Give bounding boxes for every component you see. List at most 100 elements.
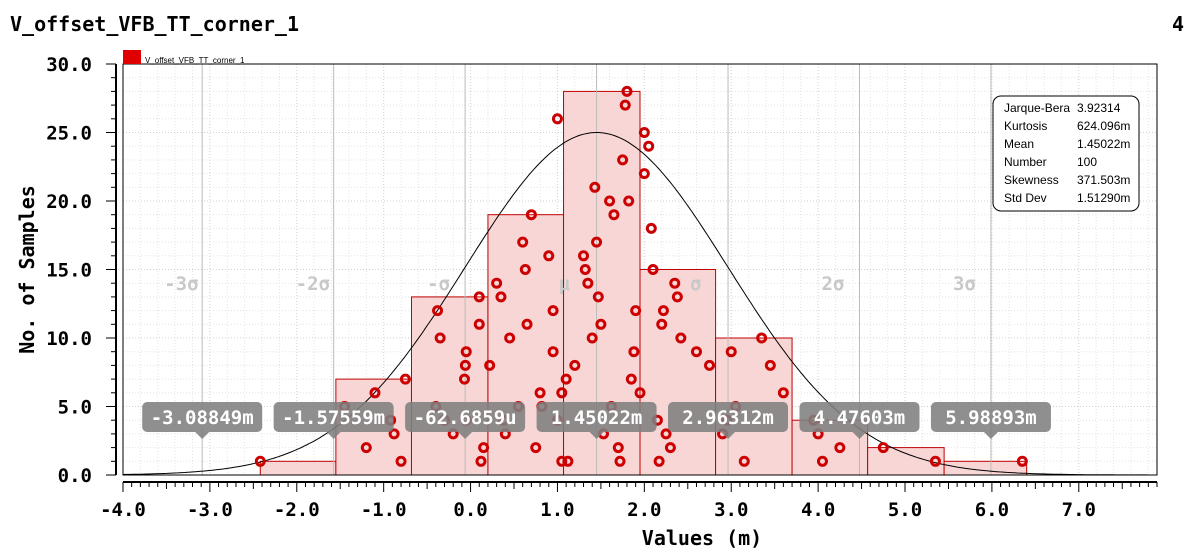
data-point: [623, 195, 635, 207]
normal-distribution-curve: [122, 132, 1157, 476]
data-point: [638, 127, 650, 138]
data-point: [399, 373, 411, 385]
x-tick-label: -1.0: [361, 499, 407, 521]
data-point: [634, 387, 646, 399]
marker-label: 2.96312m: [682, 407, 774, 429]
data-point: [534, 387, 546, 399]
data-point: [586, 332, 598, 344]
x-tick-label: 2.0: [627, 499, 661, 521]
marker-box: [930, 402, 1051, 439]
stats-name: Kurtosis: [1004, 119, 1047, 133]
histogram-bar: [259, 460, 337, 476]
data-point: [621, 85, 633, 97]
data-point: [395, 455, 407, 467]
marker-label: -1.57559m: [282, 407, 385, 429]
sigma-label: σ: [690, 273, 701, 295]
data-point: [432, 305, 444, 317]
data-point: [657, 305, 669, 317]
stats-value: 1.51290m: [1077, 191, 1130, 205]
data-point: [473, 318, 485, 330]
data-point: [653, 455, 665, 467]
data-point: [475, 455, 487, 467]
sigma-value-marker[interactable]: 1.45022m: [536, 402, 657, 439]
data-point: [612, 442, 624, 454]
sigma-value-marker[interactable]: -1.57559m: [273, 402, 394, 439]
data-point: [478, 442, 490, 454]
x-tick-label: 4.0: [801, 499, 835, 521]
legend-swatch: [123, 50, 141, 64]
data-point: [460, 346, 472, 358]
page-title: V_offset_VFB_TT_corner_1: [10, 12, 299, 36]
data-point: [756, 332, 768, 344]
stats-value: 3.92314: [1077, 101, 1121, 115]
x-tick-label: 3.0: [714, 499, 748, 521]
data-point: [519, 264, 531, 275]
data-point: [459, 359, 471, 371]
data-point: [592, 291, 604, 303]
data-point: [638, 168, 650, 180]
data-point: [619, 99, 631, 111]
sigma-value-marker[interactable]: 5.98893m: [930, 402, 1051, 439]
sigma-value-marker[interactable]: 4.47603m: [799, 402, 920, 439]
sigma-value-marker[interactable]: -3.08849m: [142, 402, 263, 439]
data-point: [604, 195, 616, 207]
x-tick-label: -3.0: [187, 499, 233, 521]
stats-name: Mean: [1004, 137, 1034, 151]
marker-label: 5.98893m: [945, 407, 1037, 429]
data-point: [547, 305, 559, 317]
data-point: [704, 359, 716, 371]
data-point: [551, 113, 563, 125]
stats-name: Jarque-Bera: [1004, 101, 1070, 115]
data-point: [816, 455, 828, 467]
y-tick-label: 0.0: [58, 465, 92, 487]
data-point: [562, 455, 574, 467]
stats-value: 100: [1077, 155, 1097, 169]
sigma-value-marker[interactable]: 2.96312m: [668, 402, 789, 439]
sigma-label: 3σ: [953, 273, 976, 295]
marker-label: -62.6859u: [414, 407, 517, 429]
data-point: [738, 455, 750, 467]
histogram-bar: [639, 269, 717, 476]
data-point: [458, 373, 470, 385]
y-tick-label: 15.0: [46, 260, 92, 282]
data-point: [660, 428, 672, 440]
data-point: [664, 442, 676, 454]
marker-box: [668, 402, 789, 439]
data-point: [725, 346, 737, 358]
stats-box: [992, 95, 1140, 212]
data-point: [834, 442, 846, 454]
data-point: [690, 346, 702, 358]
y-tick-label: 10.0: [46, 328, 92, 350]
data-point: [484, 359, 496, 371]
data-point: [608, 209, 620, 221]
data-point: [625, 373, 637, 385]
marker-label: 4.47603m: [814, 407, 906, 429]
data-point: [495, 291, 507, 303]
data-point: [591, 236, 603, 248]
sigma-label: -σ: [427, 273, 450, 295]
y-tick-label: 5.0: [58, 397, 92, 419]
data-point: [556, 455, 568, 467]
legend-label: V_offset_VFB_TT_corner_1: [145, 56, 245, 65]
marker-label: 1.45022m: [551, 407, 643, 429]
x-axis-title: Values (m): [642, 526, 762, 550]
plot-frame: [122, 63, 1158, 476]
marker-box: [536, 402, 657, 439]
data-point: [473, 291, 485, 303]
data-point: [521, 318, 533, 330]
sigma-value-marker[interactable]: -62.6859u: [405, 402, 526, 439]
data-point: [589, 181, 601, 193]
data-point: [525, 209, 537, 221]
data-point: [764, 359, 776, 371]
data-point: [630, 305, 642, 317]
data-point: [595, 318, 607, 330]
x-tick-label: 6.0: [975, 499, 1009, 521]
data-point: [388, 428, 400, 440]
y-tick-label: 20.0: [46, 191, 92, 213]
stats-name: Std Dev: [1004, 191, 1047, 205]
sigma-label: μ: [559, 273, 571, 295]
data-point: [628, 346, 640, 358]
data-point: [1016, 455, 1028, 467]
data-point: [491, 277, 503, 289]
page-number: 4: [1171, 12, 1184, 36]
